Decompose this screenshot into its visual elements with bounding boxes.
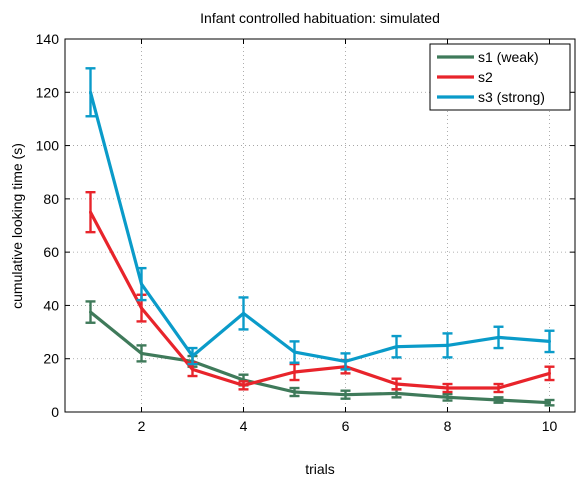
y-tick-label: 0 [51,404,59,420]
axis-ticks: 0 20 40 60 80 100 120 140 2 4 6 8 10 [36,31,575,434]
data-point [191,354,194,358]
series-line [89,310,550,405]
data-point [395,382,398,386]
x-axis-label: trials [305,461,335,477]
series-layer [85,67,555,407]
legend-label: s3 (strong) [478,89,545,105]
legend-item: s3 (strong) [437,89,545,105]
series-line [88,91,550,363]
data-point [446,343,449,347]
data-point [89,90,92,94]
y-tick-label: 80 [43,191,59,207]
y-tick-label: 140 [36,31,60,47]
data-point [548,371,551,375]
series-3 [85,67,555,371]
data-point [140,306,143,310]
data-point [89,210,92,214]
y-axis-label: cumulative looking time (s) [9,143,25,309]
data-point [344,393,347,397]
y-tick-label: 100 [36,138,60,154]
data-point [293,350,296,354]
data-point [344,359,347,363]
y-tick-label: 120 [36,84,60,100]
legend-label: s1 (weak) [478,49,539,65]
data-point [242,383,245,387]
y-tick-label: 60 [43,244,59,260]
data-point [395,391,398,395]
data-point [548,401,551,405]
y-tick-label: 20 [43,351,59,367]
legend-label: s2 [478,69,493,85]
series-2 [85,190,555,394]
x-tick-label: 6 [342,418,350,434]
data-point [293,370,296,374]
data-point [293,390,296,394]
legend-item: s2 [437,69,493,85]
data-point [89,310,92,314]
plot-frame [64,38,576,413]
x-tick-label: 2 [138,418,146,434]
legend: s1 (weak) s2 s3 (strong) [429,43,571,111]
chart-title: Infant controlled habituation: simulated [200,10,440,26]
data-point [446,395,449,399]
data-point [140,282,143,286]
data-point [140,351,143,355]
series-line [89,211,550,390]
x-tick-label: 10 [542,418,558,434]
data-point [191,367,194,371]
data-point [446,386,449,390]
legend-item: s1 (weak) [437,49,539,65]
data-point [395,345,398,349]
data-point [497,335,500,339]
data-point [242,311,245,315]
y-tick-label: 40 [43,297,59,313]
x-tick-label: 8 [444,418,452,434]
data-point [548,339,551,343]
data-point [497,398,500,402]
series-1 [85,300,555,407]
x-tick-label: 4 [240,418,248,434]
data-point [497,386,500,390]
